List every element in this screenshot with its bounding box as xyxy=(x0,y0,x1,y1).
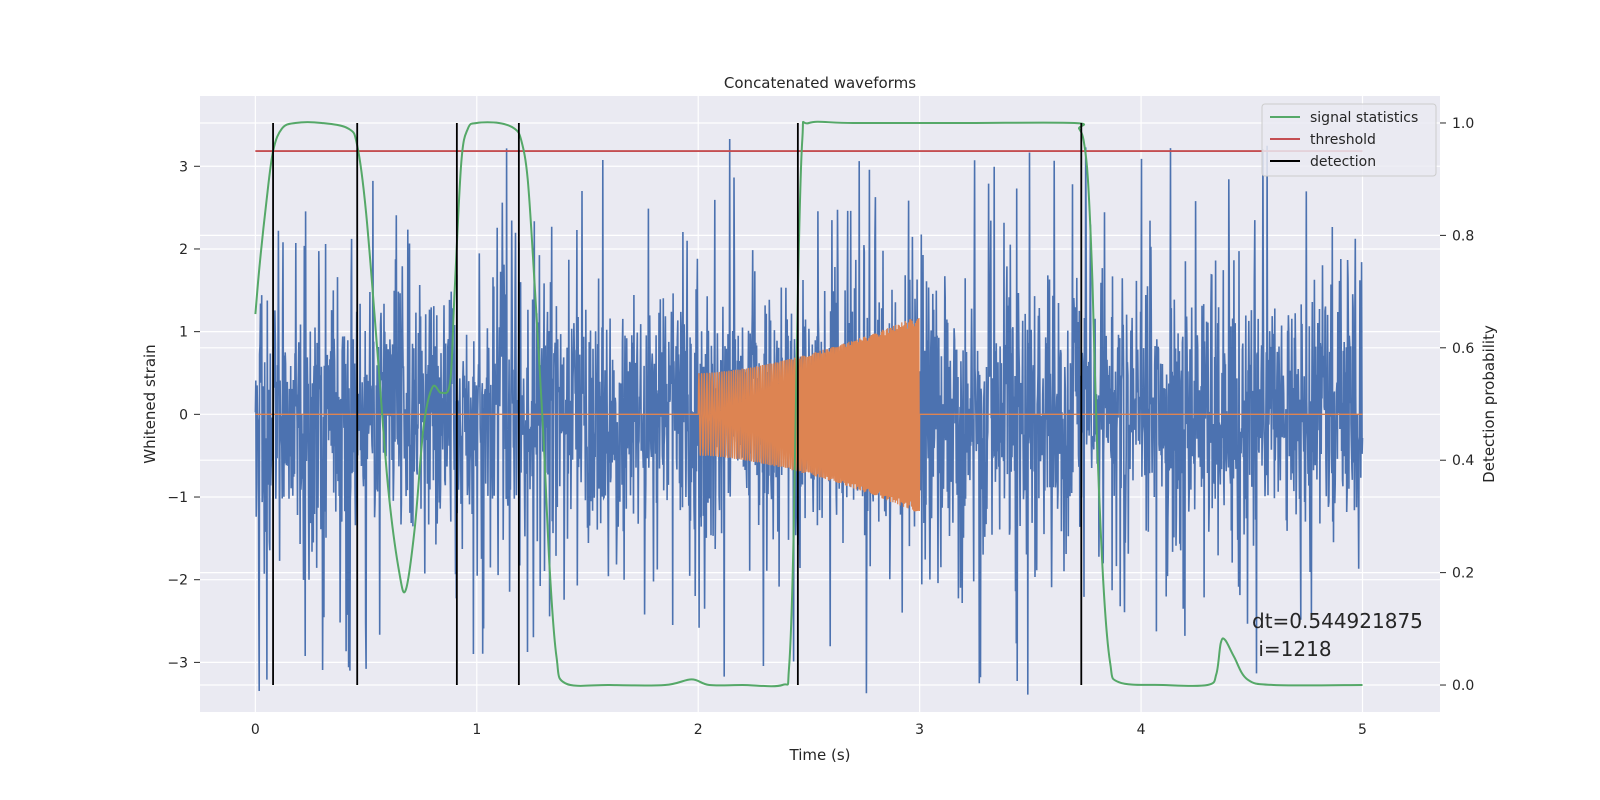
chart-title: Concatenated waveforms xyxy=(724,74,916,92)
y2-tick-label: 0.6 xyxy=(1452,341,1474,357)
y-tick-label: 3 xyxy=(179,159,188,175)
y2-axis-label: Detection probability xyxy=(1480,325,1498,483)
y-tick-label: 2 xyxy=(179,242,188,258)
x-axis-label: Time (s) xyxy=(789,746,851,764)
legend: signal statistics threshold detection xyxy=(1261,103,1437,177)
x-tick-label: 5 xyxy=(1358,722,1367,738)
y2-tick-label: 0.0 xyxy=(1452,678,1474,694)
y-axis-label: Whitened strain xyxy=(141,344,159,463)
plot-area xyxy=(254,120,1364,695)
x-tick-label: 4 xyxy=(1137,722,1146,738)
annotation-dt: dt=0.544921875 xyxy=(1252,609,1423,633)
x-tick-label: 1 xyxy=(472,722,481,738)
x-tick-label: 3 xyxy=(915,722,924,738)
y2-tick-label: 0.8 xyxy=(1452,228,1474,244)
y2-tick-label: 0.2 xyxy=(1452,566,1474,582)
x-tick-label: 2 xyxy=(694,722,703,738)
legend-label-signal-statistics: signal statistics xyxy=(1310,110,1418,126)
legend-box xyxy=(1261,103,1437,177)
series-noise-line xyxy=(254,138,1364,695)
legend-label-detection: detection xyxy=(1310,154,1376,170)
series-signal-statistics-line xyxy=(254,120,1363,688)
axes: 0 1 2 3 4 5 −3 −2 −1 0 1 2 3 0.0 0.2 0.4 0.6 0.8 1.0 xyxy=(167,116,1474,738)
series-chirp-line xyxy=(255,317,1363,512)
y-tick-label: −1 xyxy=(167,490,188,506)
y-tick-label: 1 xyxy=(179,325,188,341)
x-tick-label: 0 xyxy=(251,722,260,738)
y2-tick-label: 1.0 xyxy=(1452,116,1474,132)
y-tick-label: 0 xyxy=(179,407,188,423)
y2-tick-label: 0.4 xyxy=(1452,453,1474,469)
legend-label-threshold: threshold xyxy=(1310,132,1376,148)
y-tick-label: −2 xyxy=(167,573,188,589)
annotation-i: i=1218 xyxy=(1252,637,1332,661)
y-tick-label: −3 xyxy=(167,655,188,671)
